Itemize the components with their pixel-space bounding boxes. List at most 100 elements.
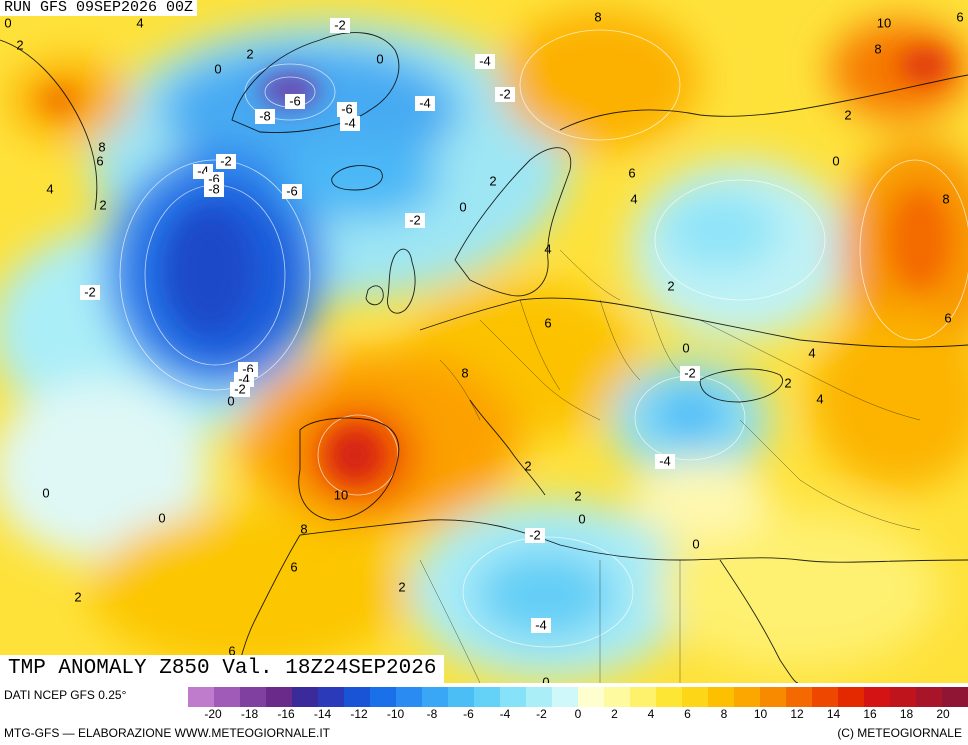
contour-label: 8 [98,139,105,154]
contour-label: 6 [228,643,235,658]
contour-label: 4 [630,191,637,206]
colorbar-swatch [760,687,787,707]
colorbar-tick-label: -12 [350,707,368,721]
contour-label: 6 [956,9,963,24]
colorbar-swatch [240,687,267,707]
colorbar-swatch [448,687,475,707]
contour-label-bg [285,94,305,109]
contour-label-bg [340,116,360,131]
contour-label: -2 [529,527,541,542]
contour-label: 10 [877,15,891,30]
contour-label: 0 [227,393,234,408]
colorbar-swatch [344,687,371,707]
colorbar-swatch [526,687,553,707]
contour-label-bg [330,18,350,33]
colorbar-tick-label: -8 [426,707,438,721]
colorbar-tick-label: 18 [899,707,914,721]
colorbar-swatch [812,687,839,707]
contour-label-bg [255,109,275,124]
colorbar-swatch [396,687,423,707]
colorbar-tick-label: 16 [863,707,877,721]
contour-label-bg [80,285,100,300]
colorbar-tick-label: 12 [790,707,804,721]
contour-label-bg [531,618,551,633]
contour-label: 0 [692,536,699,551]
contour-label: -2 [234,381,246,396]
contour-label: -6 [289,93,301,108]
colorbar-tick-label: 4 [647,707,655,721]
colorbar-tick-label: 6 [684,707,691,721]
colorbar-swatch [656,687,683,707]
contour-label: 2 [489,173,496,188]
contour-label: 6 [628,165,635,180]
contour-label: 0 [578,511,585,526]
contour-label: -6 [208,171,220,186]
colorbar-tick-label: -16 [277,707,295,721]
anomaly-cores [40,47,950,480]
contour-label: 2 [74,589,81,604]
contour-label-bg [495,87,515,102]
contour-label: -2 [499,86,511,101]
contour-label: -2 [220,153,232,168]
contour-label: 6 [544,315,551,330]
colorbar-tick-label: 2 [611,707,618,721]
colorbar-tick-label: -20 [204,707,222,721]
contour-label: 6 [290,559,297,574]
contour-label: -4 [479,53,491,68]
contour-label: 2 [398,579,405,594]
contour-label: -4 [344,115,356,130]
contour-label: -4 [197,163,209,178]
colorbar-swatch [188,687,215,707]
contour-label: -2 [684,365,696,380]
contour-label: 4 [816,391,823,406]
contour-label: -2 [334,17,346,32]
contour-label: 2 [524,458,531,473]
contour-label: 4 [544,241,551,256]
colorbar-tick-label: -2 [536,707,547,721]
contour-label: -2 [84,284,96,299]
contour-label-bg [204,182,224,197]
contour-label: -6 [286,183,298,198]
contour-label: 2 [844,107,851,122]
colorbar-swatch [890,687,917,707]
contour-label-bg [415,96,435,111]
colorbar-swatch [422,687,449,707]
colorbar-swatch [942,687,968,707]
data-source-text: DATI NCEP GFS 0.25° [4,688,127,702]
colorbar-tick-label: 20 [936,707,950,721]
contour-label: 0 [459,199,466,214]
colorbar-ticks: -20 -18 -16 -14 -12 -10 -8 -6 -4 -2 0 2 4 6 8 10 12 14 16 1… [0,707,968,721]
contour-label: 4 [136,15,143,30]
colorbar-swatch [578,687,605,707]
colorbar-tick-label: 0 [574,707,582,721]
colorbar-swatch [786,687,813,707]
colorbar-swatch [370,687,397,707]
contour-label: 6 [944,310,951,325]
contour-label: 4 [808,345,815,360]
contour-label-bg [282,184,302,199]
contour-label: -8 [259,108,271,123]
contour-label: 0 [682,340,689,355]
map-title: TMP ANOMALY Z850 Val. 18Z24SEP2026 [0,655,445,683]
contour-label-bg [405,213,425,228]
colorbar-swatch [214,687,241,707]
colorbar-swatch [864,687,891,707]
contour-label: -8 [208,181,220,196]
anomaly-field [0,10,968,680]
run-title: RUN GFS 09SEP2026 00Z [0,0,198,16]
colorbar-swatch [838,687,865,707]
colorbar-swatch [474,687,501,707]
contour-label: 8 [874,41,881,56]
contour-label: 0 [4,15,11,30]
contour-label: 8 [461,365,468,380]
contour-label: 0 [214,61,221,76]
contour-label: -6 [341,101,353,116]
colorbar-swatch [916,687,943,707]
contour-label-bg [655,454,675,469]
colorbar-tick-label: -6 [463,707,474,721]
contour-label-bg [525,528,545,543]
contour-label-bg [680,366,700,381]
colorbar-swatch [500,687,527,707]
